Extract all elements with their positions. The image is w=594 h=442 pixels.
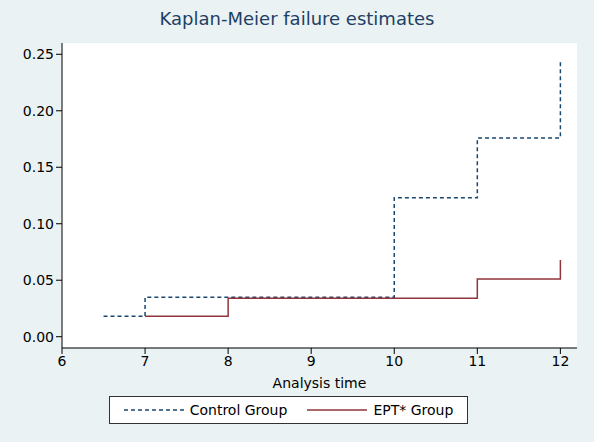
svg-text:6: 6 [58, 353, 67, 369]
svg-text:9: 9 [307, 353, 316, 369]
svg-text:0.20: 0.20 [23, 103, 54, 119]
svg-text:7: 7 [141, 353, 150, 369]
svg-text:0.05: 0.05 [23, 272, 54, 288]
svg-text:0.25: 0.25 [23, 46, 54, 62]
svg-text:Analysis time: Analysis time [273, 375, 367, 391]
svg-text:11: 11 [468, 353, 486, 369]
html-text:Kaplan-Meier failure estimates: Kaplan-Meier failure estimates [159, 8, 435, 29]
html-text:Control Group: Control Group [189, 402, 288, 418]
html-text:EPT* Group: EPT* Group [373, 402, 454, 418]
svg-text:0.00: 0.00 [23, 329, 54, 345]
svg-text:8: 8 [224, 353, 233, 369]
svg-text:10: 10 [385, 353, 403, 369]
svg-text:0.15: 0.15 [23, 159, 54, 175]
svg-text:0.10: 0.10 [23, 216, 54, 232]
svg-text:12: 12 [551, 353, 569, 369]
